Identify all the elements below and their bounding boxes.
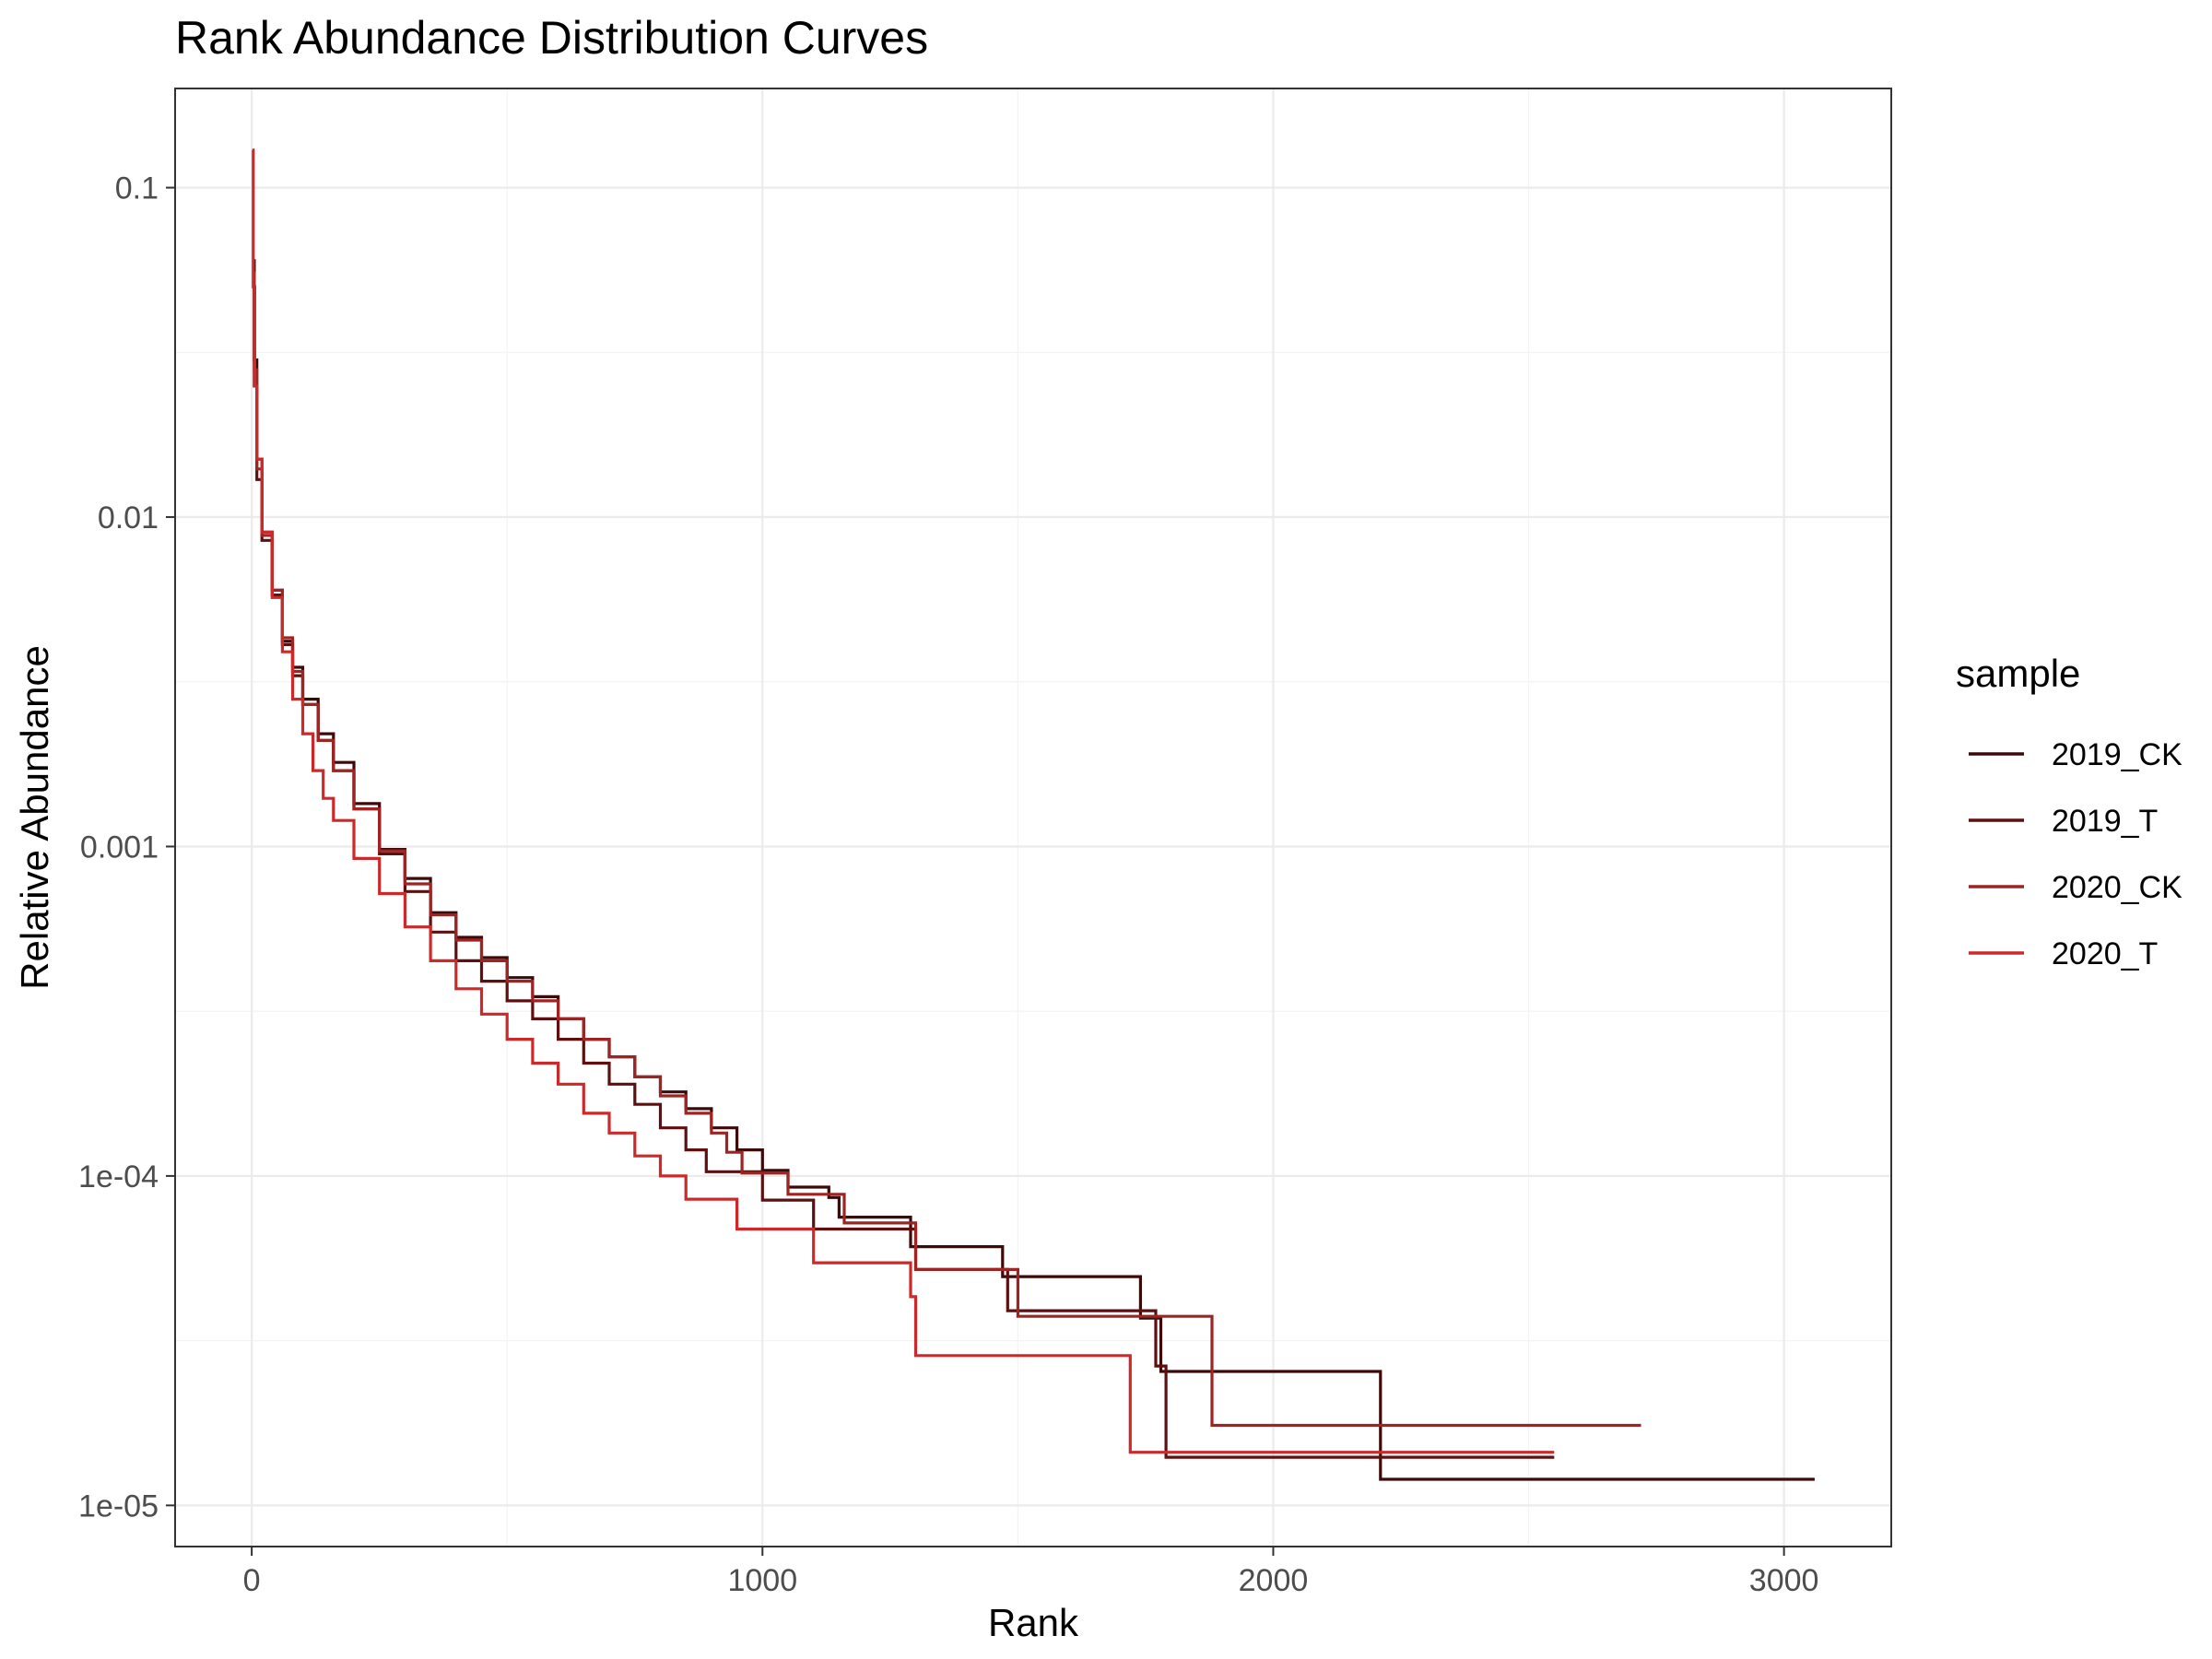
plot-panel xyxy=(175,88,1891,1547)
series-lines xyxy=(252,148,1815,1481)
y-axis: 0.1 0.01 0.001 1e-04 1e-05 xyxy=(78,171,175,1524)
x-tick-label: 0 xyxy=(243,1563,261,1598)
legend-label-2019_CK: 2019_CK xyxy=(2052,737,2183,772)
series-line-2020_CK xyxy=(252,271,1641,1428)
y-tick-label: 0.001 xyxy=(80,830,159,865)
y-tick-label: 1e-05 xyxy=(78,1488,159,1524)
legend-label-2020_CK: 2020_CK xyxy=(2052,870,2183,905)
x-axis: 0 1000 2000 3000 xyxy=(243,1547,1819,1598)
y-axis-title: Relative Abundance xyxy=(13,645,56,990)
chart-title: Rank Abundance Distribution Curves xyxy=(175,12,928,64)
x-axis-title: Rank xyxy=(988,1601,1079,1644)
y-tick-label: 1e-04 xyxy=(78,1159,159,1194)
minor-gridlines xyxy=(175,88,1891,1547)
legend-title: sample xyxy=(1956,652,2080,695)
legend-label-2019_T: 2019_T xyxy=(2052,804,2158,839)
y-tick-label: 0.1 xyxy=(115,171,159,206)
x-tick-label: 2000 xyxy=(1239,1563,1309,1598)
x-tick-label: 3000 xyxy=(1749,1563,1819,1598)
plot-panel-border xyxy=(174,88,1892,1547)
legend: sample 2019_CK 2019_T 2020_CK 2020_T xyxy=(1956,652,2183,971)
series-line-2019_T xyxy=(252,285,1555,1459)
legend-label-2020_T: 2020_T xyxy=(2052,936,2158,971)
x-tick-label: 1000 xyxy=(727,1563,797,1598)
y-tick-label: 0.01 xyxy=(98,500,159,535)
series-line-2020_T xyxy=(252,148,1555,1454)
major-gridlines xyxy=(175,88,1891,1547)
